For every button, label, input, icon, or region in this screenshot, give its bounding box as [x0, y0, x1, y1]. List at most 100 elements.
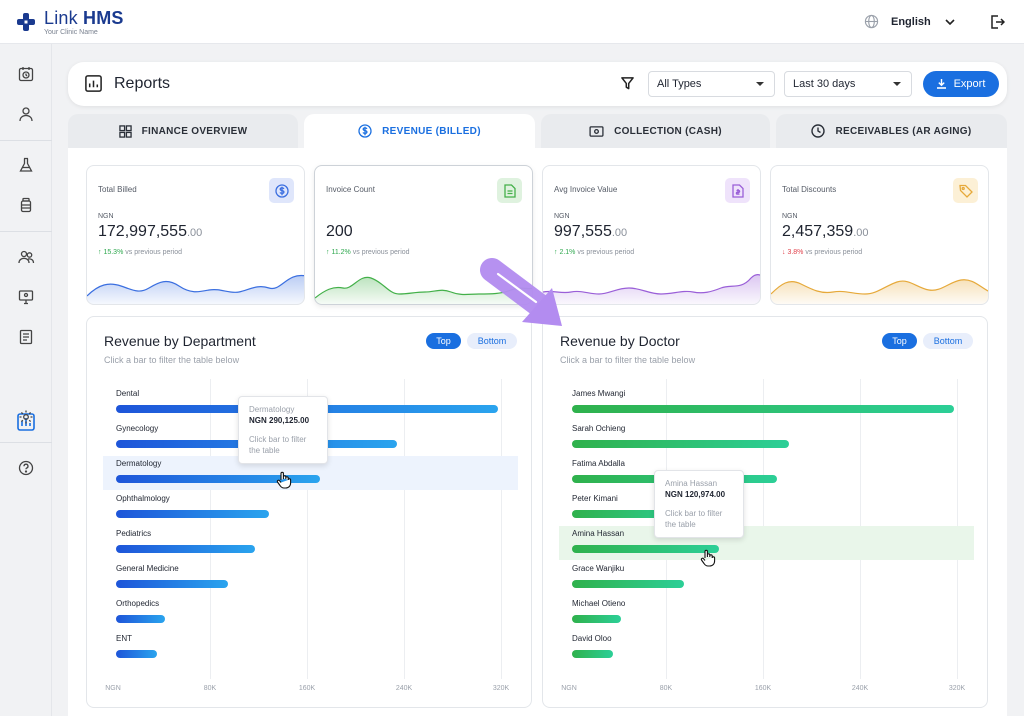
sidebar-item-lab[interactable]: [0, 147, 52, 183]
arrow-up-icon: ↑: [98, 249, 102, 256]
kpi-value: 2,457,359.00: [782, 223, 869, 240]
clock-icon: [811, 124, 826, 138]
bar-category-label: Ophthalmology: [116, 494, 170, 503]
gridline: [501, 379, 502, 679]
tooltip-category: Dermatology: [249, 405, 295, 414]
revenue-by-doctor-card: Revenue by Doctor Click a bar to filter …: [542, 316, 988, 708]
bar-category-label: Pediatrics: [116, 529, 152, 538]
type-filter-select[interactable]: All Types: [648, 71, 775, 97]
tab-collection-cash[interactable]: COLLECTION (CASH): [541, 114, 770, 148]
bar-amina-hassan[interactable]: [572, 545, 719, 553]
tooltip-category: Amina Hassan: [665, 479, 718, 488]
sidebar-item-patients[interactable]: [0, 96, 52, 132]
sparkline-chart: [87, 274, 304, 304]
kpi-delta: ↑ 11.2% vs previous period: [326, 249, 410, 256]
kpi-value: 200: [326, 223, 353, 240]
flask-icon: [19, 157, 33, 172]
bar-category-label: Sarah Ochieng: [572, 424, 626, 433]
app-logo[interactable]: Link HMS Your Clinic Name: [16, 9, 124, 36]
top-toggle-button[interactable]: Top: [426, 333, 461, 349]
arrow-up-icon: ↑: [554, 249, 558, 256]
bar-general-medicine[interactable]: [116, 580, 228, 588]
bar-category-label: Dental: [116, 389, 140, 398]
sidebar-item-help[interactable]: [0, 450, 52, 486]
bar-orthopedics[interactable]: [116, 615, 165, 623]
sparkline-chart: [543, 274, 760, 304]
bar-ophthalmology[interactable]: [116, 510, 269, 518]
kpi-delta: ↓ 3.8% vs previous period: [782, 249, 863, 256]
bar-highlight: [559, 526, 974, 560]
gridline: [404, 379, 405, 679]
users-icon: [17, 250, 34, 264]
gear-icon: [19, 410, 33, 424]
caret-down-icon: [756, 82, 764, 86]
x-tick-label: 160K: [298, 685, 316, 692]
sidebar-item-monitor[interactable]: [0, 279, 52, 315]
date-range-select[interactable]: Last 30 days: [784, 71, 912, 97]
bottle-icon: [20, 197, 32, 213]
annotation-arrow-icon: [480, 258, 562, 326]
monitor-icon: [18, 290, 34, 305]
caret-down-icon: [893, 82, 901, 86]
bar-peter-kimani[interactable]: [572, 510, 694, 518]
bar-category-label: Peter Kimani: [572, 494, 618, 503]
bar-category-label: Amina Hassan: [572, 529, 625, 538]
tab-finance-overview[interactable]: FINANCE OVERVIEW: [68, 114, 298, 148]
bar-sarah-ochieng[interactable]: [572, 440, 790, 448]
bar-category-label: Michael Otieno: [572, 599, 626, 608]
sidebar-item-staff[interactable]: [0, 239, 52, 275]
x-tick-label: 80K: [659, 685, 673, 692]
app-tagline: Your Clinic Name: [44, 29, 98, 36]
report-chart-icon: [85, 75, 102, 92]
revenue-by-department-card: Revenue by Department Click a bar to fil…: [86, 316, 532, 708]
top-toggle-button[interactable]: Top: [882, 333, 917, 349]
invoice-icon: [725, 178, 750, 203]
kpi-currency: NGN: [782, 213, 798, 220]
hand-cursor-icon: [276, 471, 292, 489]
kpi-label: Total Discounts: [782, 185, 837, 194]
tab-label: COLLECTION (CASH): [614, 125, 722, 137]
kpi-card-avg-invoice-value: Avg Invoice Value NGN 997,555.00 ↑ 2.1% …: [542, 165, 761, 305]
sidebar-item-appointments[interactable]: [0, 56, 52, 92]
kpi-value: 997,555.00: [554, 223, 628, 240]
tab-revenue-billed[interactable]: REVENUE (BILLED): [304, 114, 535, 148]
x-tick-label: 240K: [395, 685, 413, 692]
gridline: [210, 379, 211, 679]
bar-category-label: Dermatology: [116, 459, 162, 468]
document-icon: [497, 178, 522, 203]
bar-category-label: David Oloo: [572, 634, 612, 643]
bar-michael-otieno[interactable]: [572, 615, 621, 623]
chart-subtitle: Click a bar to filter the table below: [560, 355, 696, 365]
language-selector[interactable]: English: [864, 14, 955, 29]
tab-label: FINANCE OVERVIEW: [141, 125, 248, 137]
reports-header: Reports All Types Last 30 days Export: [68, 62, 1007, 106]
bar-james-mwangi[interactable]: [572, 405, 954, 413]
tooltip-hint: Click bar to filter the table: [665, 509, 723, 529]
bar-ent[interactable]: [116, 650, 158, 658]
bar-category-label: James Mwangi: [572, 389, 626, 398]
bar-dermatology[interactable]: [116, 475, 320, 483]
cash-icon: [589, 125, 604, 137]
bottom-toggle-button[interactable]: Bottom: [467, 333, 517, 349]
bottom-toggle-button[interactable]: Bottom: [923, 333, 973, 349]
tab-receivables[interactable]: RECEIVABLES (AR AGING): [776, 114, 1007, 148]
cross-logo-icon: [17, 13, 35, 31]
sidebar-item-settings[interactable]: [0, 399, 52, 435]
export-button[interactable]: Export: [923, 71, 999, 97]
filter-icon[interactable]: [621, 76, 634, 90]
sidebar-item-pharmacy[interactable]: [0, 187, 52, 223]
x-tick-label: 160K: [754, 685, 772, 692]
x-tick-label: 80K: [203, 685, 217, 692]
user-icon: [19, 107, 33, 122]
bar-category-label: General Medicine: [116, 564, 179, 573]
kpi-delta: ↑ 15.3% vs previous period: [98, 249, 183, 256]
grid-icon: [118, 124, 132, 138]
dollar-icon: [269, 178, 294, 203]
bar-david-oloo[interactable]: [572, 650, 614, 658]
calendar-clock-icon: [18, 67, 34, 82]
sparkline-chart: [771, 279, 988, 304]
sidebar-item-records[interactable]: [0, 319, 52, 355]
bar-pediatrics[interactable]: [116, 545, 256, 553]
bar-grace-wanjiku[interactable]: [572, 580, 684, 588]
logout-icon[interactable]: [989, 14, 1005, 30]
